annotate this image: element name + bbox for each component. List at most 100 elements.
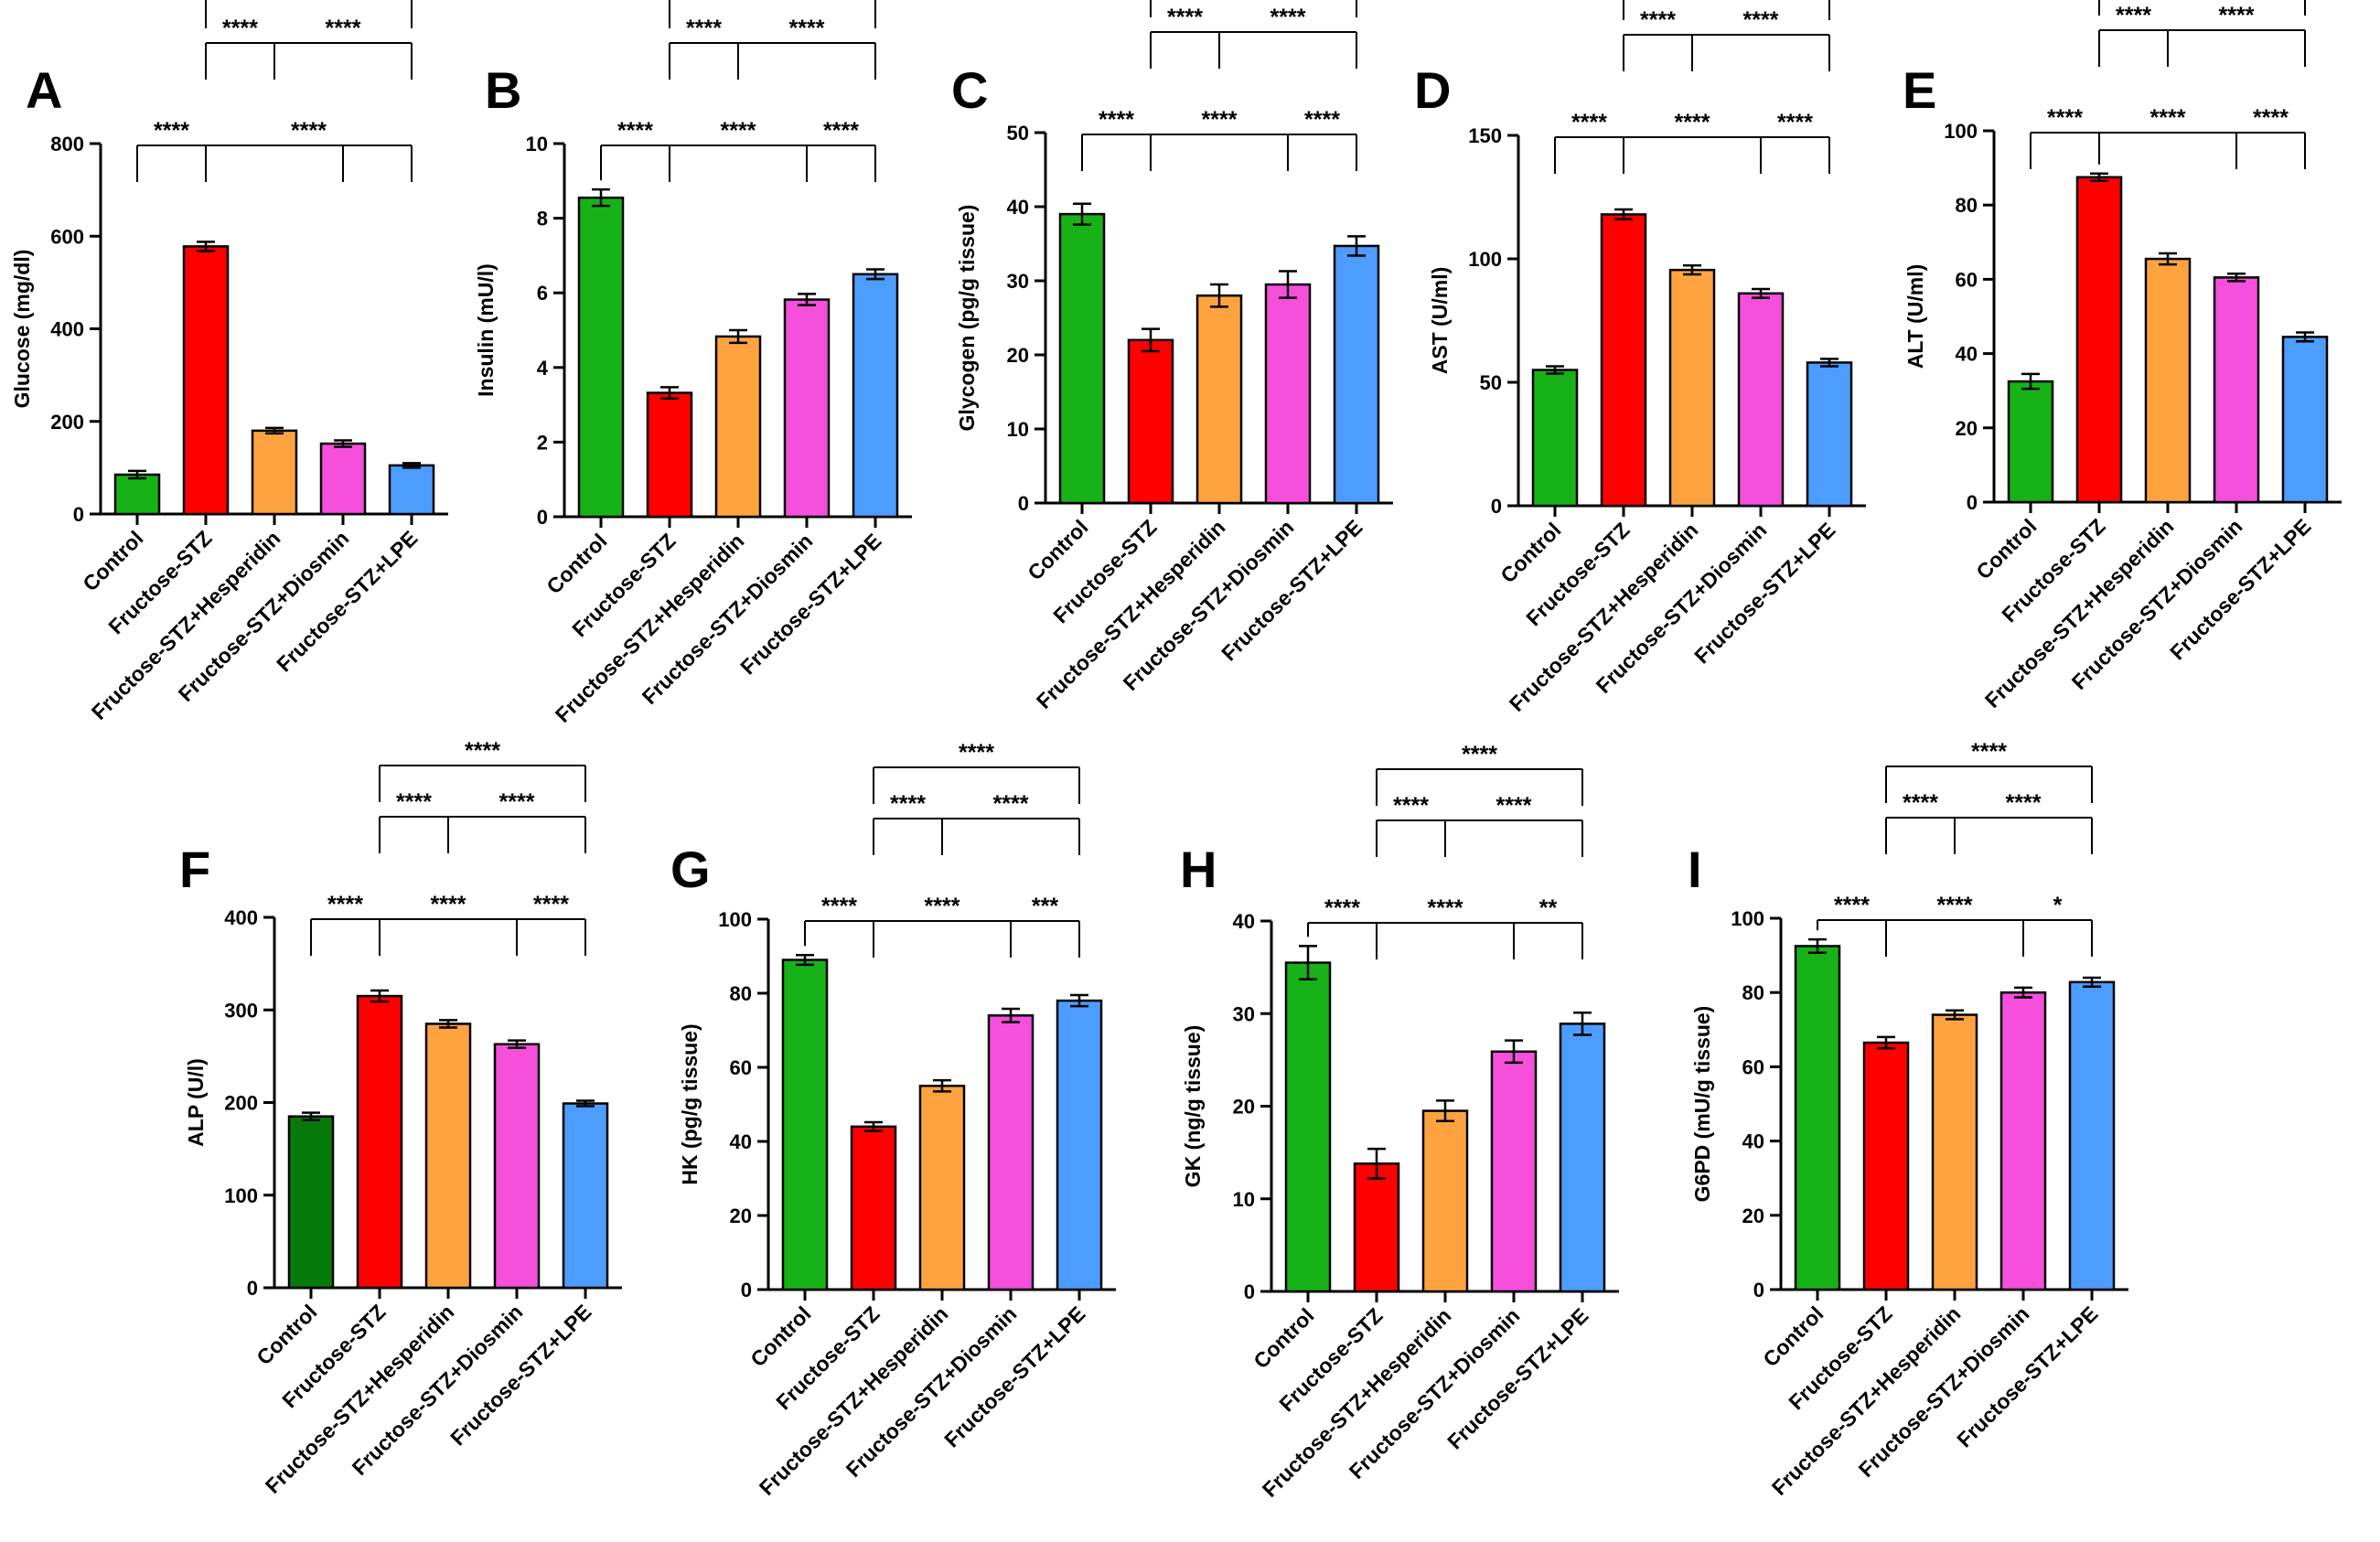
y-tick-label: 80 [1742, 981, 1764, 1004]
significance-label: **** [1743, 7, 1779, 33]
significance-label: **** [1304, 107, 1340, 133]
y-tick-label: 60 [1742, 1055, 1764, 1078]
y-axis-label: Insulin (mU/l) [474, 263, 498, 397]
significance-label: ** [1539, 895, 1558, 921]
bar [1490, 1050, 1538, 1293]
y-tick-label: 100 [1468, 248, 1502, 271]
significance-label: **** [431, 892, 466, 917]
y-tick-label: 100 [718, 908, 752, 931]
bar [1531, 369, 1579, 508]
bar [1421, 1109, 1469, 1293]
y-tick-label: 50 [1480, 371, 1502, 394]
bar [2213, 276, 2260, 504]
significance-label: **** [291, 118, 327, 144]
significance-label: **** [1167, 5, 1203, 30]
y-tick-label: 150 [1468, 124, 1502, 147]
category-label: Control [1971, 514, 2041, 584]
y-tick-label: 80 [730, 982, 752, 1005]
y-tick-label: 60 [730, 1056, 752, 1079]
y-tick-label: 0 [1967, 491, 1978, 514]
bar [2144, 257, 2192, 504]
significance-label: **** [1324, 895, 1360, 921]
y-axis-label: G6PD (mU/g tissue) [1690, 1006, 1714, 1203]
y-tick-label: 40 [730, 1130, 752, 1153]
panel-letter: G [670, 841, 711, 898]
bar [182, 245, 230, 516]
significance-label: **** [2047, 105, 2083, 131]
y-tick-label: 0 [1018, 492, 1029, 515]
significance-label: **** [890, 791, 926, 817]
y-axis-label: Glycogen (pg/g tissue) [955, 205, 979, 432]
significance-label: **** [959, 740, 994, 766]
category-label: Control [252, 1300, 321, 1369]
bar [781, 958, 829, 1291]
bar [918, 1085, 966, 1291]
significance-label: **** [1202, 107, 1238, 133]
y-tick-label: 60 [1956, 268, 1978, 291]
significance-label: **** [1903, 790, 1938, 816]
y-tick-label: 30 [1007, 270, 1029, 293]
panel-letter: I [1688, 841, 1702, 898]
y-tick-label: 0 [1491, 495, 1502, 518]
significance-label: **** [823, 118, 859, 144]
y-tick-label: 600 [50, 225, 84, 248]
significance-label: **** [154, 118, 189, 144]
significance-label: **** [1640, 7, 1676, 33]
panel-letter: B [485, 61, 521, 119]
panel-letter: C [951, 61, 988, 119]
bar [1353, 1162, 1400, 1293]
bar [1058, 212, 1106, 505]
bar [251, 429, 298, 516]
y-tick-label: 0 [1753, 1279, 1764, 1301]
category-label: Control [1023, 515, 1092, 584]
bar [850, 1125, 897, 1291]
y-tick-label: 0 [537, 506, 548, 529]
category-label: Control [78, 526, 147, 595]
bar [852, 273, 899, 519]
y-tick-label: 8 [537, 208, 548, 230]
bar [714, 335, 762, 519]
bar [287, 1115, 335, 1290]
y-tick-label: 20 [730, 1205, 752, 1227]
significance-label: **** [1462, 742, 1497, 767]
bar [783, 298, 831, 519]
bar [1862, 1041, 1910, 1291]
significance-label: **** [1270, 5, 1306, 30]
significance-label: **** [1777, 110, 1813, 135]
significance-label: *** [1032, 894, 1058, 919]
bar [1600, 213, 1647, 508]
category-label: Control [745, 1301, 815, 1371]
bar [562, 1102, 609, 1290]
bar [1737, 292, 1785, 508]
y-tick-label: 300 [224, 999, 258, 1022]
y-tick-label: 400 [50, 318, 84, 341]
bar [113, 473, 161, 516]
y-tick-label: 40 [1956, 343, 1978, 366]
panel-letter: A [26, 61, 62, 119]
y-tick-label: 800 [50, 133, 84, 155]
y-tick-label: 80 [1956, 194, 1978, 217]
significance-label: **** [1393, 793, 1429, 819]
y-tick-label: 0 [247, 1277, 258, 1300]
bar [2007, 380, 2054, 504]
y-tick-label: 4 [537, 357, 549, 380]
bar [1284, 961, 1332, 1293]
significance-label: **** [465, 738, 500, 764]
y-axis-label: Glucose (mg/dl) [10, 250, 34, 409]
y-tick-label: 0 [1244, 1280, 1255, 1303]
panel-letter: E [1903, 61, 1936, 119]
y-tick-label: 200 [50, 411, 84, 434]
bar [1127, 338, 1174, 505]
bar [2075, 176, 2123, 504]
significance-label: **** [533, 892, 569, 917]
bar [987, 1014, 1035, 1291]
y-tick-label: 100 [1731, 907, 1764, 930]
y-axis-label: HK (pg/g tissue) [678, 1023, 702, 1184]
bar [356, 994, 403, 1290]
y-tick-label: 400 [224, 906, 258, 929]
y-axis-label: ALT (U/ml) [1903, 264, 1927, 369]
